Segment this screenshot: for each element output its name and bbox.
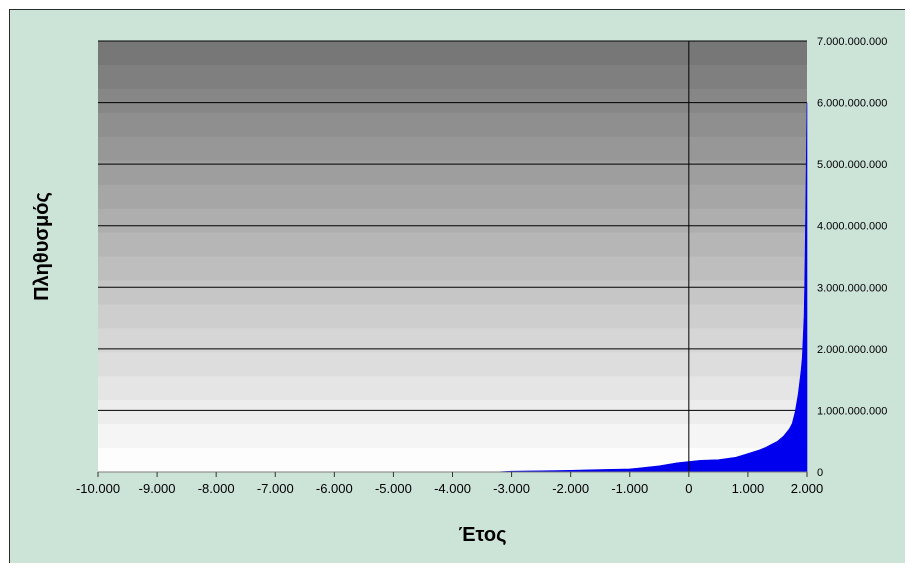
y-tick-label: 4.000.000.000 [817,221,887,233]
plot-band [98,352,807,377]
population-chart: -10.000 -9.000 -8.000 -7.000 -6.000 -5.000 -4.… [31,36,887,546]
x-tick-label: -6.000 [316,481,353,496]
y-tick-label: 3.000.000.000 [817,282,887,294]
x-tick-label: -5.000 [375,481,412,496]
x-axis-title: Έτος [458,524,506,546]
plot-band [98,184,807,210]
x-axis-ticks: -10.000 -9.000 -8.000 -7.000 -6.000 -5.000 -4.… [76,472,823,496]
plot-band [98,232,807,258]
plot-band [98,64,807,90]
plot-background [98,41,807,473]
y-axis-title: Πληθυσμός [31,192,53,301]
y-tick-label: 2.000.000.000 [817,344,887,356]
x-tick-label: 2.000 [791,481,824,496]
x-tick-label: 0 [685,481,692,496]
y-tick-label: 0 [817,467,823,479]
plot-band [98,41,807,66]
plot-band [98,88,807,114]
x-tick-label: -3.000 [493,481,530,496]
plot-band [98,424,807,449]
plot-band [98,208,807,234]
y-tick-label: 6.000.000.000 [817,98,887,110]
y-tick-label: 7.000.000.000 [817,36,887,48]
x-tick-label: -2.000 [552,481,589,496]
chart-frame: -10.000 -9.000 -8.000 -7.000 -6.000 -5.000 -4.… [9,9,905,563]
plot-band [98,112,807,138]
x-tick-label: -4.000 [434,481,471,496]
y-tick-label: 5.000.000.000 [817,159,887,171]
x-tick-label: -1.000 [611,481,648,496]
x-tick-label: -8.000 [198,481,235,496]
plot-band [98,280,807,305]
plot-band [98,376,807,401]
plot-band [98,256,807,282]
x-tick-label: -7.000 [257,481,294,496]
y-tick-label: 1.000.000.000 [817,405,887,417]
x-tick-label: -9.000 [139,481,176,496]
x-tick-label: -10.000 [76,481,120,496]
population-area [98,102,808,473]
x-tick-label: 1.000 [732,481,765,496]
y-axis-ticks: 0 1.000.000.000 2.000.000.000 3.000.000.000… [817,36,887,479]
plot-band [98,400,807,425]
plot-band [98,304,807,329]
plot-band [98,136,807,162]
